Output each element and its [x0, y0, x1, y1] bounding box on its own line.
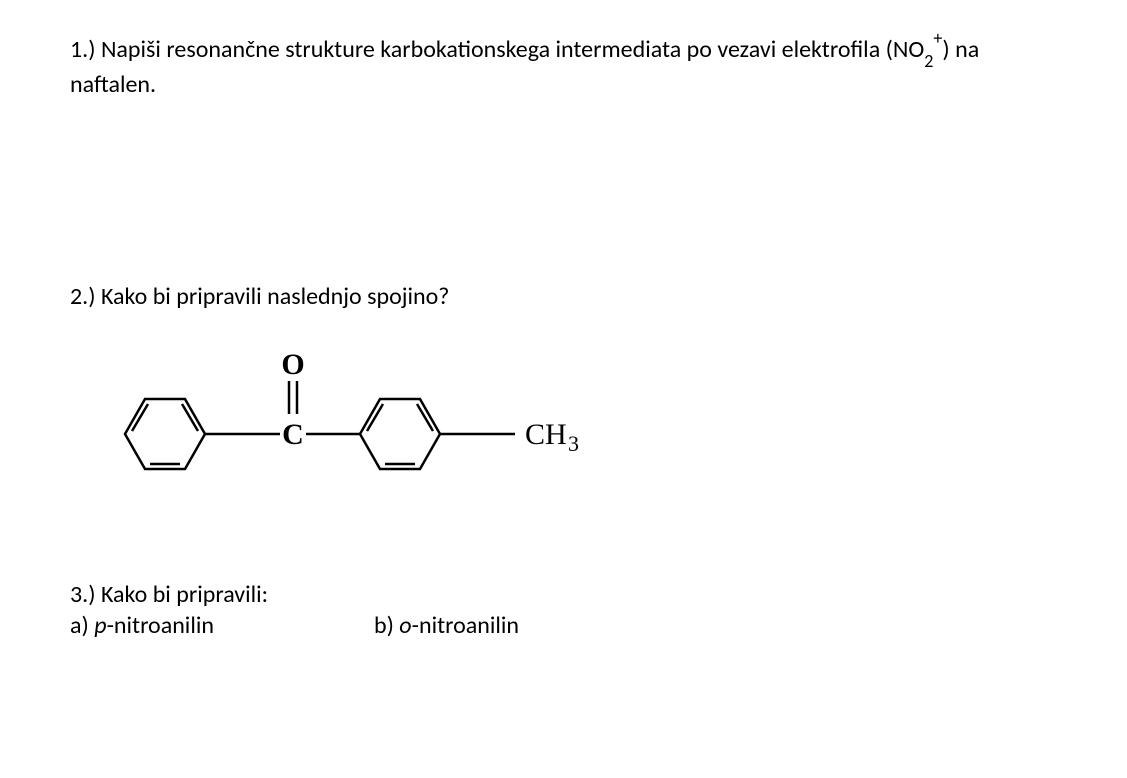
q3-part-b: b) o-nitroanilin [374, 611, 519, 640]
q3-text: Kako bi pripravili: [101, 580, 268, 609]
q3b-label: b) [374, 611, 394, 640]
carbon-label: C [282, 418, 304, 451]
q2-number: 2.) [70, 282, 96, 311]
methyl-label-3: 3 [568, 431, 579, 456]
chemical-structure: C O CH 3 [90, 349, 1057, 489]
q1-sup: + [933, 27, 942, 49]
q2-text: Kako bi pripravili naslednjo spojino? [101, 282, 449, 311]
oxygen-label: O [281, 349, 304, 381]
q3a-prefix: p [94, 611, 106, 640]
benzene-ring-1 [125, 399, 205, 469]
q1-sub: 2 [924, 50, 933, 72]
q3-parts-container: a) p-nitroanilin b) o-nitroanilin [70, 611, 1057, 640]
q3b-prefix: o [399, 611, 411, 640]
q3-number: 3.) [70, 580, 96, 609]
question-2-text: 2.) Kako bi pripravili naslednjo spojino… [70, 281, 1057, 313]
q3-part-a: a) p-nitroanilin [70, 611, 214, 640]
q3a-compound: -nitroanilin [107, 611, 214, 640]
q1-number: 1.) [70, 35, 96, 64]
question-1-text: 1.) Napiši resonančne strukture karbokat… [70, 30, 1057, 101]
question-3: 3.) Kako bi pripravili: a) p-nitroanilin… [70, 579, 1057, 640]
question-3-text: 3.) Kako bi pripravili: [70, 579, 1057, 611]
structure-svg: C O CH 3 [90, 349, 650, 489]
q3b-compound: -nitroanilin [412, 611, 519, 640]
question-1: 1.) Napiši resonančne strukture karbokat… [70, 30, 1057, 101]
q3a-label: a) [70, 611, 89, 640]
question-2: 2.) Kako bi pripravili naslednjo spojino… [70, 281, 1057, 488]
q1-text-1: Napiši resonančne strukture karbokations… [101, 35, 924, 64]
methyl-label-ch: CH [525, 418, 567, 451]
benzene-ring-2 [360, 399, 440, 469]
